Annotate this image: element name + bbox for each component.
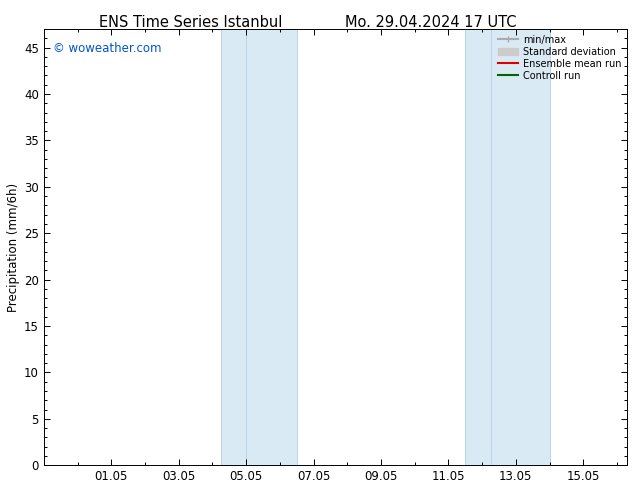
Bar: [221, 29, 246, 465]
Bar: [246, 29, 297, 465]
Bar: [491, 29, 550, 465]
Text: Mo. 29.04.2024 17 UTC: Mo. 29.04.2024 17 UTC: [346, 15, 517, 30]
Bar: [465, 29, 491, 465]
Legend: min/max, Standard deviation, Ensemble mean run, Controll run: min/max, Standard deviation, Ensemble me…: [495, 31, 625, 85]
Y-axis label: Precipitation (mm/6h): Precipitation (mm/6h): [7, 183, 20, 312]
Text: ENS Time Series Istanbul: ENS Time Series Istanbul: [98, 15, 282, 30]
Text: © woweather.com: © woweather.com: [53, 42, 161, 55]
